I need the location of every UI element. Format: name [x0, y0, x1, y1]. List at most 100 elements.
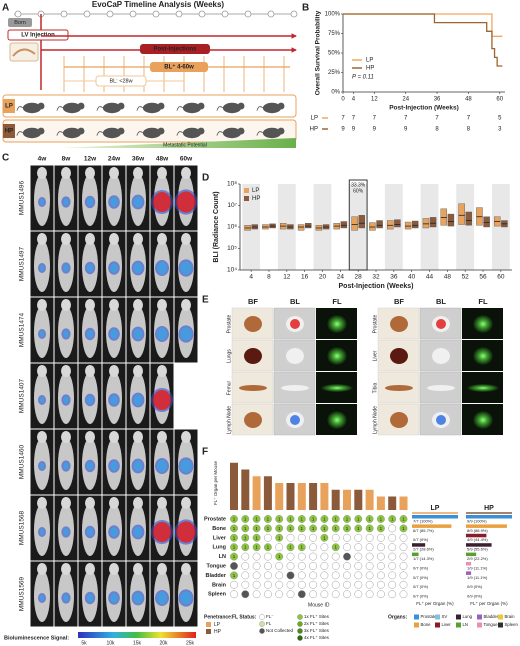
status-dot — [241, 571, 250, 580]
colorbar-label: 20k — [159, 640, 168, 646]
mouse-icon — [216, 131, 224, 136]
status-dot — [275, 524, 284, 533]
site-count: 1 — [312, 516, 315, 521]
legend-label: 4x FL⁺ Sites — [304, 635, 330, 640]
status-dot — [354, 552, 363, 561]
site-count: 1 — [301, 526, 304, 531]
mouse-head — [85, 167, 95, 179]
legend-label: Not Collected — [266, 628, 294, 633]
mouse-head — [181, 563, 191, 575]
status-dot — [331, 590, 340, 599]
legend-label: 2x FL⁺ Sites — [304, 621, 330, 626]
mouse-icon — [62, 127, 82, 139]
count-bar — [343, 489, 351, 510]
box — [304, 223, 312, 229]
signal-core — [40, 397, 44, 403]
summary-header: HP — [484, 505, 494, 512]
box — [429, 217, 437, 228]
organ-bar — [466, 562, 472, 566]
box — [387, 220, 394, 230]
site-count: 1 — [334, 526, 337, 531]
organ-bar-label: 2/9 (22.2%) — [467, 556, 488, 561]
fl-signal — [473, 315, 493, 333]
mouse-head — [37, 563, 47, 575]
site-count: 1 — [301, 516, 304, 521]
organ-shape — [244, 348, 262, 364]
box — [483, 216, 490, 228]
signal-core — [176, 191, 196, 213]
x-tick-label: 4 — [352, 97, 356, 103]
status-dot — [309, 543, 317, 552]
survival-curve — [343, 13, 503, 37]
panel-title: EvoCaP Timeline Analysis (Weeks) — [92, 0, 225, 9]
count-bar — [252, 476, 261, 510]
signal-core — [110, 461, 118, 471]
legend-label: Bladder — [484, 614, 499, 619]
bl-minus-label: BL: <28w — [109, 78, 132, 84]
status-dot — [343, 524, 351, 533]
organ-shape — [244, 412, 262, 428]
status-dot — [354, 562, 363, 570]
mouse-head — [85, 233, 95, 245]
status-dot — [365, 552, 374, 561]
status-dot — [297, 515, 306, 523]
status-dot — [399, 590, 408, 599]
status-dot — [263, 515, 272, 523]
count-bar — [241, 469, 250, 510]
column-header: FL — [332, 297, 342, 306]
legend-dot — [259, 621, 265, 627]
organ-bar-label: 1/7 (14.3%) — [413, 556, 434, 561]
site-count: 1 — [323, 526, 326, 531]
mouse-icon — [16, 131, 24, 136]
site-count: 1 — [289, 526, 292, 531]
box — [297, 224, 305, 231]
status-dot — [320, 562, 329, 570]
status-dot — [275, 580, 284, 589]
mouse-icon — [182, 127, 202, 139]
organ-label: Prostate — [204, 516, 226, 522]
colorbar-title: Bioluminescence Signal: — [4, 635, 69, 641]
site-count: 1 — [323, 516, 326, 521]
x-tick-label: 24 — [337, 274, 345, 281]
legend-swatch — [414, 614, 419, 620]
site-count: 1 — [255, 545, 258, 550]
timeline-node — [152, 10, 160, 18]
legend-swatch — [498, 622, 503, 628]
injection-box — [7, 29, 69, 41]
status-dot — [376, 524, 385, 533]
status-dot — [399, 580, 408, 589]
risk-row-label: HP — [310, 127, 318, 133]
column-header: BL — [436, 297, 446, 306]
mouse-head — [181, 431, 191, 443]
site-count: 1 — [244, 535, 247, 540]
signal-core — [153, 522, 171, 542]
timeline-node — [14, 10, 22, 18]
timeline-node — [175, 10, 183, 18]
status-dot — [230, 533, 238, 542]
mouse-head — [109, 365, 119, 377]
mouse-head — [133, 365, 143, 377]
mouse-icon — [62, 102, 82, 114]
legend-label: Liver — [442, 622, 452, 627]
group-tag — [3, 124, 15, 138]
risk-value: 9 — [352, 127, 356, 133]
status-dot — [297, 543, 306, 552]
signal-core — [40, 595, 44, 601]
x-axis-label: Post-Injection (Weeks) — [339, 283, 414, 290]
mouse-head — [37, 497, 47, 509]
signal-core — [40, 463, 44, 469]
mouse-icon — [117, 127, 125, 135]
box — [394, 219, 401, 228]
signal-core — [63, 528, 69, 536]
bl-minus-box — [95, 75, 147, 87]
organ-shape — [385, 385, 413, 391]
legend-label: Bone — [421, 622, 432, 627]
count-bar — [286, 483, 295, 510]
mouse-head — [37, 431, 47, 443]
status-dot — [275, 543, 284, 552]
status-dot — [343, 580, 351, 589]
site-count: 1 — [233, 573, 236, 578]
organ-label: Liver — [213, 535, 227, 541]
y-tick-label: 50% — [328, 51, 341, 57]
organ-bar — [466, 533, 487, 538]
